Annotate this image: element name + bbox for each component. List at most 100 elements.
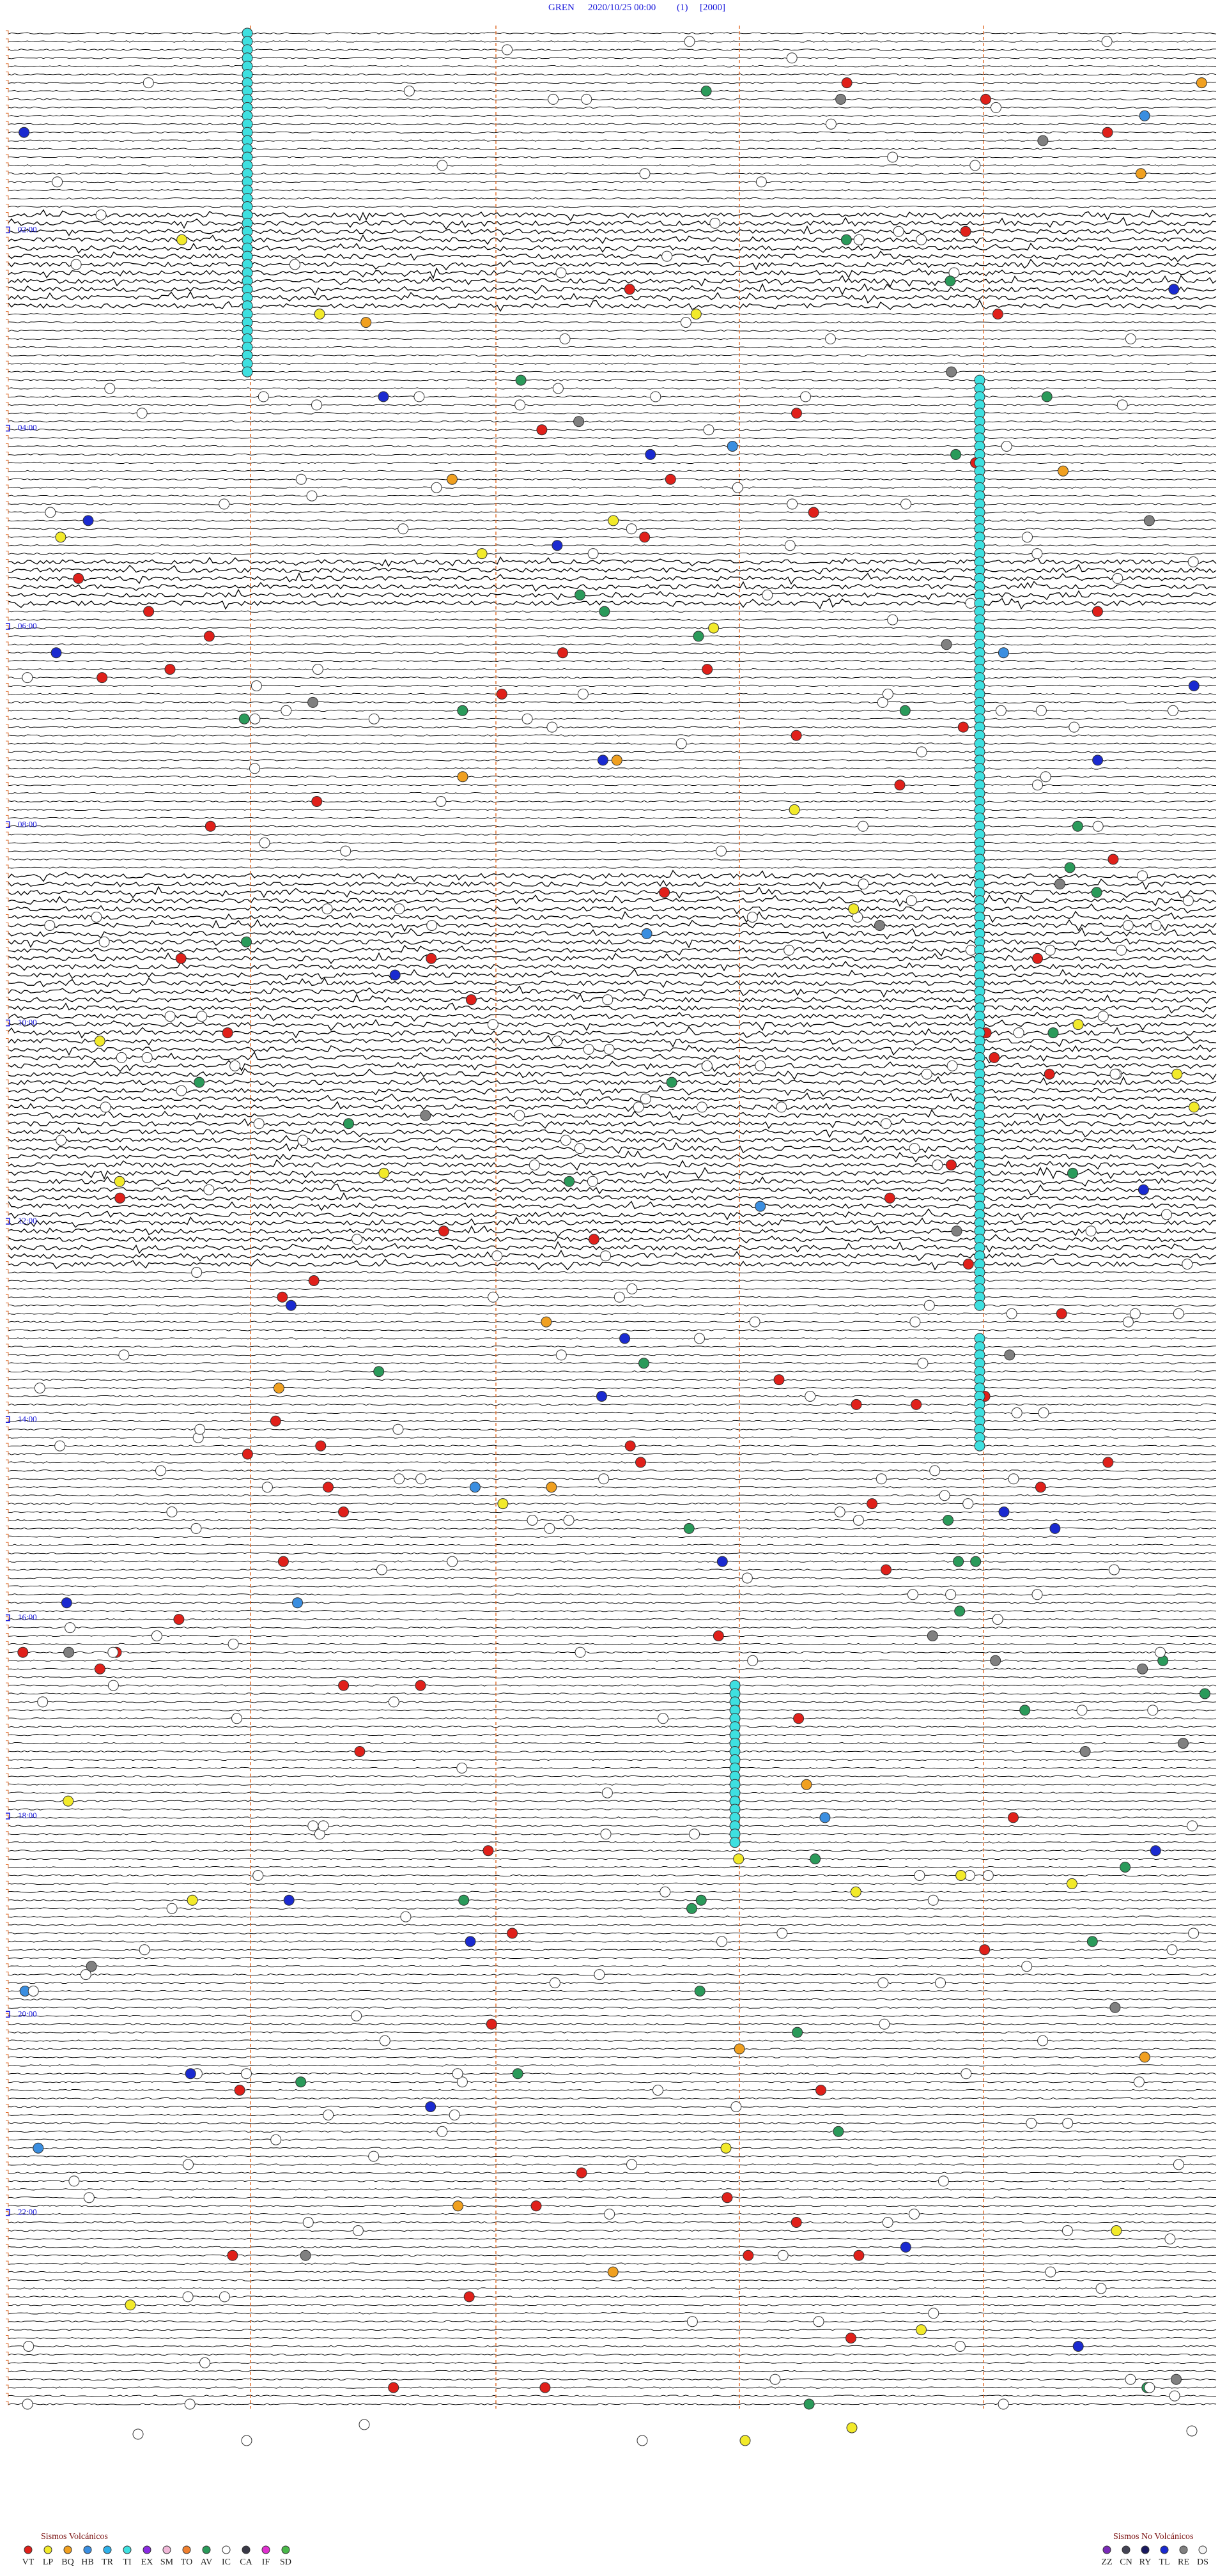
event-marker [791, 730, 802, 741]
trace [8, 850, 1217, 852]
event-marker [94, 1036, 105, 1046]
event-marker [376, 1564, 387, 1575]
trace-start [6, 2136, 9, 2142]
event-marker [431, 482, 442, 493]
trace-start [6, 608, 9, 613]
trace-start [6, 2120, 9, 2125]
event-marker [228, 1638, 239, 1650]
event-marker [652, 2085, 663, 2096]
trace-start [6, 790, 9, 795]
trace-start [6, 402, 9, 406]
trace-start [6, 1484, 9, 1489]
event-marker [939, 1490, 950, 1501]
trace [8, 1585, 1217, 1588]
trace [8, 2031, 1217, 2034]
trace-start [6, 1724, 9, 1728]
event-marker [420, 1110, 431, 1121]
event-marker [452, 2068, 463, 2080]
trace-start [6, 1137, 9, 1142]
trace [8, 1626, 1217, 1629]
event-marker [995, 705, 1007, 716]
event-marker [27, 1986, 39, 1997]
event-marker [283, 1894, 295, 1906]
trace [8, 1989, 1217, 1993]
legend-code: TL [1159, 2557, 1169, 2567]
trace-start [6, 1781, 9, 1786]
trace-start [6, 1947, 9, 1951]
event-marker [1031, 548, 1043, 560]
legend-marker [261, 2545, 270, 2554]
event-marker [312, 664, 323, 675]
hour-marker [6, 424, 10, 432]
event-marker [19, 126, 30, 138]
hour-marker [6, 623, 10, 630]
trace [8, 275, 1217, 288]
event-marker [1008, 1473, 1019, 1485]
trace-start [6, 757, 9, 762]
event-marker [311, 796, 323, 807]
event-marker [693, 631, 704, 642]
event-marker [741, 1572, 753, 1584]
trace-start [6, 2359, 9, 2365]
event-marker [125, 2299, 136, 2311]
trace [8, 205, 1217, 208]
legend-code: ZZ [1101, 2557, 1112, 2567]
trace [8, 2081, 1217, 2083]
event-marker [50, 647, 62, 659]
trace-start [6, 675, 9, 679]
trace-start [6, 2376, 9, 2381]
trace [8, 1775, 1217, 1777]
trace-start [6, 2351, 9, 2356]
event-marker [45, 507, 56, 518]
trace-start [6, 1525, 9, 1530]
trace-start [6, 1823, 9, 1827]
trace [8, 1329, 1217, 1331]
event-marker [311, 399, 322, 411]
event-marker [61, 1597, 72, 1609]
event-marker [252, 1870, 264, 1881]
legend-code: BQ [61, 2557, 73, 2567]
trace [8, 189, 1217, 192]
legend-code: TR [102, 2557, 114, 2567]
trace-start [6, 245, 9, 250]
trace-start [6, 980, 9, 985]
time-label: 16:00 [18, 1613, 37, 1622]
trace [8, 627, 1217, 629]
legend-marker [202, 2545, 211, 2554]
event-marker [762, 589, 773, 601]
trace-start [6, 1641, 9, 1646]
legend-marker [83, 2545, 92, 2554]
trace [8, 346, 1217, 348]
trace [8, 2130, 1217, 2133]
event-marker [166, 1903, 178, 1914]
event-marker [746, 912, 758, 923]
trace-start [6, 319, 9, 324]
trace [8, 1833, 1217, 1836]
event-marker [488, 1291, 499, 1303]
event-marker [1137, 870, 1148, 882]
event-marker [810, 1853, 821, 1865]
trace-start [6, 2178, 9, 2182]
trace-start [6, 518, 9, 522]
event-marker [851, 1399, 862, 1410]
event-marker [82, 515, 94, 526]
event-marker [722, 2192, 733, 2204]
event-marker [1019, 1705, 1031, 1716]
event-marker [716, 1936, 727, 1947]
legend-marker [103, 2545, 112, 2554]
event-marker [389, 969, 401, 981]
event-marker [599, 606, 610, 617]
trace-start [6, 955, 9, 960]
legend-code: TI [123, 2557, 132, 2567]
trace-start [6, 906, 9, 910]
trace-start [6, 765, 9, 770]
trace-start [6, 295, 9, 299]
event-marker [1013, 1027, 1024, 1039]
trace-start [6, 1608, 9, 1613]
trace-start [6, 625, 9, 629]
trace-start [6, 1005, 9, 1009]
event-marker [1187, 1820, 1198, 1832]
trace-start [6, 1220, 9, 1224]
trace-start [6, 1054, 9, 1059]
event-marker [270, 2134, 282, 2145]
